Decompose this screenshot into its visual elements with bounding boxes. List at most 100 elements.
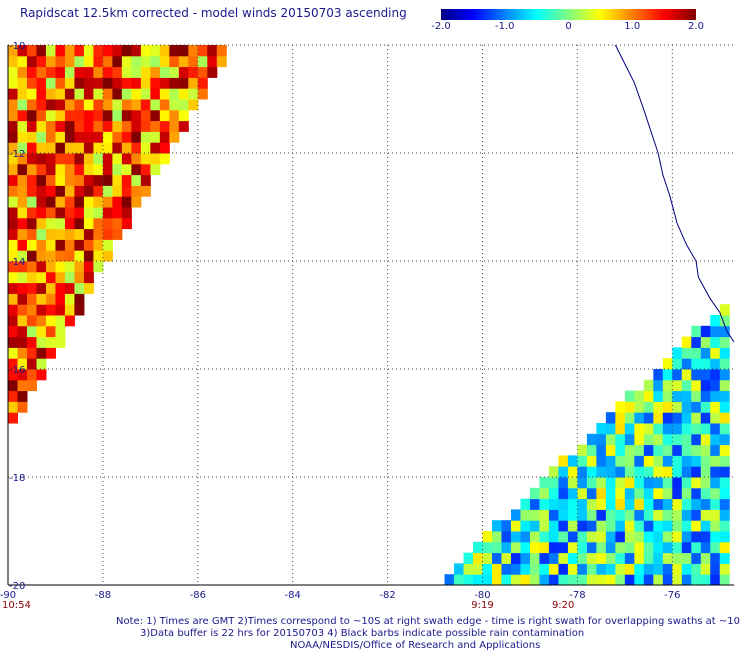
data-cell xyxy=(36,88,47,100)
data-cell xyxy=(653,401,664,413)
data-cell xyxy=(662,552,673,564)
data-cell xyxy=(74,196,85,208)
data-cell xyxy=(26,185,37,197)
data-cell xyxy=(45,304,56,316)
data-cell xyxy=(188,88,199,100)
data-cell xyxy=(567,541,578,554)
data-cell xyxy=(55,109,66,122)
data-cell xyxy=(26,261,37,273)
data-cell xyxy=(93,77,104,89)
data-cell xyxy=(529,541,540,554)
data-cell xyxy=(558,520,569,532)
data-cell xyxy=(93,153,104,165)
data-cell xyxy=(710,412,721,424)
data-cell xyxy=(159,153,170,165)
data-cell xyxy=(45,207,56,219)
data-cell xyxy=(197,55,208,68)
data-cell xyxy=(691,563,702,575)
data-cell xyxy=(596,509,607,521)
data-cell xyxy=(17,390,28,402)
data-cell xyxy=(501,563,512,575)
data-cell xyxy=(36,66,47,78)
data-cell xyxy=(64,153,75,165)
data-cell xyxy=(558,541,569,554)
data-cell xyxy=(662,455,673,467)
y-tick-label: -16 xyxy=(9,365,25,376)
data-cell xyxy=(83,66,94,78)
data-cell xyxy=(710,455,721,467)
data-cell xyxy=(700,433,711,446)
data-cell xyxy=(64,77,75,89)
data-cell xyxy=(662,509,673,521)
data-cell xyxy=(510,552,521,564)
data-cell xyxy=(605,531,616,543)
data-cell xyxy=(681,498,692,510)
data-cell xyxy=(140,185,151,197)
data-cell xyxy=(55,261,66,273)
data-cell xyxy=(36,185,47,197)
data-cell xyxy=(74,88,85,100)
data-cell xyxy=(74,239,85,251)
data-cell xyxy=(719,369,730,381)
data-cell xyxy=(700,369,711,381)
data-cell xyxy=(539,541,550,554)
data-cell xyxy=(112,99,123,111)
data-cell xyxy=(710,466,721,478)
data-cell xyxy=(681,369,692,381)
data-cell xyxy=(643,541,654,554)
data-cell xyxy=(93,163,104,176)
data-cell xyxy=(8,401,18,413)
data-cell xyxy=(672,531,683,543)
data-cell xyxy=(131,174,142,186)
data-cell xyxy=(102,131,113,143)
data-cell xyxy=(577,466,588,478)
data-cell xyxy=(558,531,569,543)
data-cell xyxy=(710,509,721,521)
data-cell xyxy=(719,541,730,554)
data-cell xyxy=(8,228,18,240)
data-cell xyxy=(26,55,37,68)
data-cell xyxy=(454,563,465,575)
data-cell xyxy=(102,228,113,240)
data-cell xyxy=(605,455,616,467)
data-cell xyxy=(529,574,540,586)
data-cell xyxy=(681,509,692,521)
data-cell xyxy=(55,336,66,348)
data-cell xyxy=(586,498,597,510)
data-cell xyxy=(710,477,721,489)
data-cell xyxy=(529,520,540,532)
data-cell xyxy=(681,487,692,500)
data-cell xyxy=(577,563,588,575)
data-cell xyxy=(662,498,673,510)
data-cell xyxy=(36,304,47,316)
data-cell xyxy=(653,477,664,489)
data-cell xyxy=(444,574,455,586)
data-cell xyxy=(150,88,161,100)
data-cell xyxy=(700,563,711,575)
data-cell xyxy=(510,541,521,554)
data-cell xyxy=(492,520,502,532)
data-cell xyxy=(93,120,104,132)
data-cell xyxy=(93,217,104,230)
data-cell xyxy=(55,207,66,219)
data-cell xyxy=(45,55,56,68)
data-cell xyxy=(710,347,721,359)
data-cell xyxy=(586,509,597,521)
data-cell xyxy=(150,55,161,68)
data-cell xyxy=(596,433,607,446)
data-cell xyxy=(36,217,47,230)
data-cell xyxy=(36,131,47,143)
data-cell xyxy=(45,261,56,273)
data-cell xyxy=(700,390,711,402)
data-cell xyxy=(102,55,113,68)
data-cell xyxy=(8,142,18,154)
data-cell xyxy=(64,207,75,219)
data-cell xyxy=(83,163,94,176)
data-cell xyxy=(558,552,569,564)
data-cell xyxy=(691,379,702,392)
data-cell xyxy=(700,466,711,478)
data-cell xyxy=(64,185,75,197)
data-cell xyxy=(634,433,645,446)
data-cell xyxy=(188,77,199,89)
data-cell xyxy=(719,325,730,338)
